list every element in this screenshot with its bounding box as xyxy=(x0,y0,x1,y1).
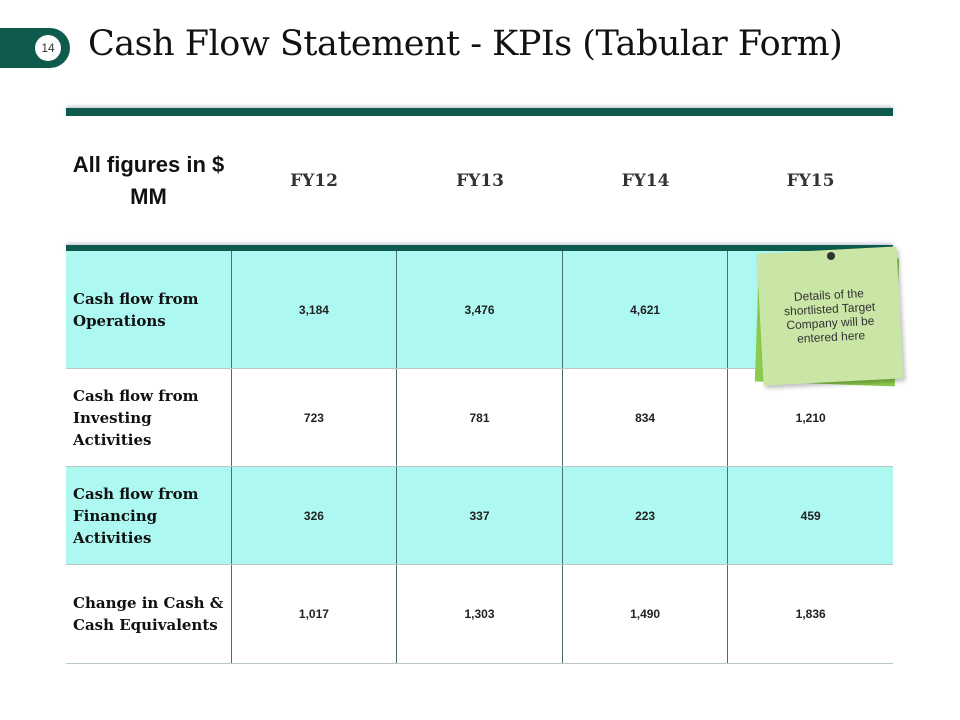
row-label: Cash flow from Investing Activities xyxy=(73,386,199,449)
table-cell: 1,017 xyxy=(230,565,397,663)
header-divider xyxy=(66,245,893,251)
table-cell: 459 xyxy=(727,467,893,564)
table-cell: 1,490 xyxy=(561,565,728,663)
column-header: FY13 xyxy=(456,170,504,191)
column-header: FY14 xyxy=(621,170,670,191)
table-cell: 1,210 xyxy=(727,369,893,466)
row-label: Cash flow from Operations xyxy=(73,289,199,330)
table-cell: 326 xyxy=(230,467,397,564)
table-row: Cash flow from Financing Activities 326 … xyxy=(66,467,893,565)
table-top-bar xyxy=(66,108,893,116)
column-header: FY15 xyxy=(786,170,835,191)
table-cell: 337 xyxy=(396,467,562,564)
table-row: Change in Cash & Cash Equivalents 1,017 … xyxy=(66,565,893,664)
table-cell: 3,184 xyxy=(230,251,397,368)
table-row: Cash flow from Investing Activities 723 … xyxy=(66,369,893,467)
row-label: Change in Cash & Cash Equivalents xyxy=(73,594,224,634)
table-cell: 3,476 xyxy=(396,251,562,368)
table-cell: 1,836 xyxy=(727,565,893,663)
table-cell: 781 xyxy=(396,369,562,466)
table-cell: 1,303 xyxy=(396,565,562,663)
slide-title: Cash Flow Statement - KPIs (Tabular Form… xyxy=(88,24,843,64)
sticky-note: Details of the shortlisted Target Compan… xyxy=(756,246,904,386)
table-cell: 723 xyxy=(230,369,397,466)
table-cell: 4,621 xyxy=(561,251,728,368)
column-header: FY12 xyxy=(290,170,338,191)
pushpin-icon xyxy=(827,252,835,260)
sticky-note-text: Details of the shortlisted Target Compan… xyxy=(783,286,876,346)
table-cell: 834 xyxy=(561,369,728,466)
row-label: Cash flow from Financing Activities xyxy=(73,484,199,547)
corner-label: All figures in $ MM xyxy=(72,151,225,209)
slide-number: 14 xyxy=(35,35,61,61)
table-cell xyxy=(727,251,893,368)
table-cell: 223 xyxy=(561,467,728,564)
